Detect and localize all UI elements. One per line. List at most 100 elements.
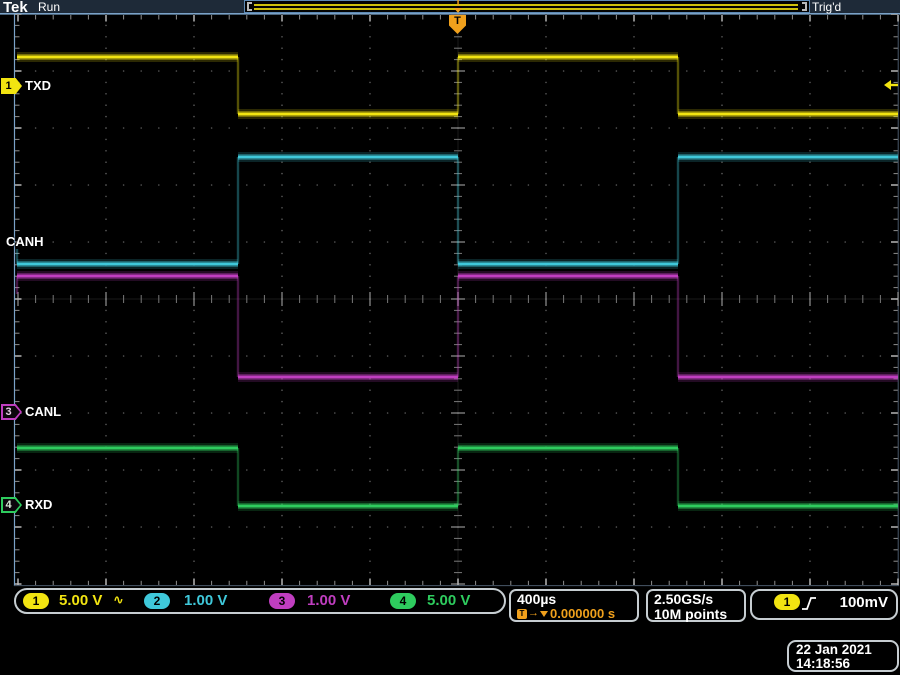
grid-dot [140, 184, 142, 186]
grid-dot [562, 526, 565, 528]
grid-dot [386, 127, 389, 129]
grid-dot [809, 514, 811, 517]
grid-dot [316, 241, 319, 243]
grid-dot [756, 412, 758, 414]
grid-dot [721, 309, 723, 312]
grid-dot [105, 229, 107, 232]
ch2-badge[interactable]: 2 [144, 593, 170, 609]
grid-dot [791, 184, 794, 186]
grid-dot [193, 195, 195, 198]
grid-dot [545, 195, 547, 198]
grid-dot [369, 47, 371, 49]
grid-dot [826, 355, 829, 357]
grid-dot [721, 264, 723, 266]
acquisition-overview-bar[interactable]: T [244, 0, 810, 13]
grid-dot [439, 70, 442, 72]
grid-dot [545, 286, 547, 289]
trigger-source-badge[interactable]: 1 [774, 594, 800, 610]
ch1-badge[interactable]: 1 [23, 593, 49, 609]
grid-dot [210, 469, 213, 471]
grid-dot [580, 469, 582, 471]
grid-dot [122, 184, 125, 186]
grid-dot [105, 70, 107, 72]
grid-dot [650, 241, 653, 243]
trigger-readout-box[interactable]: 1 100mV [750, 589, 898, 620]
grid-dot [545, 560, 547, 562]
grid-dot [527, 412, 530, 414]
grid-dot [193, 172, 195, 175]
grid-dot [193, 138, 195, 141]
horizontal-readout-box[interactable]: 400µs T → 0.000000 s [509, 589, 639, 622]
grid-dot [545, 389, 547, 392]
grid-dot [105, 104, 107, 106]
grid-dot [809, 150, 811, 152]
grid-dot [527, 469, 530, 471]
grid-dot [105, 457, 107, 460]
grid-dot [246, 355, 248, 357]
grid-dot [809, 138, 811, 141]
grid-dot [34, 469, 37, 471]
grid-dot [281, 412, 283, 414]
grid-dot [351, 469, 354, 471]
grid-dot [105, 389, 107, 392]
ch3-scale: 1.00 V [307, 592, 351, 609]
grid-dot [228, 355, 230, 357]
grid-dot [158, 526, 160, 528]
grid-dot [316, 184, 319, 186]
grid-dot [105, 115, 107, 118]
grid-dot [193, 161, 195, 163]
grid-dot [545, 309, 547, 312]
grid-dot [281, 218, 283, 220]
grid-dot [281, 58, 283, 61]
grid-dot [545, 70, 547, 72]
grid-dot [580, 127, 582, 129]
grid-dot [369, 81, 371, 84]
grid-dot [105, 366, 107, 369]
grid-dot [809, 81, 811, 84]
grid-dot [351, 184, 354, 186]
grid-dot [791, 355, 794, 357]
grid-dot [281, 207, 283, 209]
ch3-badge[interactable]: 3 [269, 593, 295, 609]
grid-dot [193, 457, 195, 460]
grid-dot [721, 252, 723, 255]
grid-dot [809, 286, 811, 289]
grid-dot [633, 332, 635, 335]
grid-dot [105, 571, 107, 574]
ch3-position-marker[interactable]: 3 [1, 404, 22, 420]
grid-dot [158, 127, 160, 129]
grid-dot [87, 469, 90, 471]
record-trigger-position-icon[interactable]: T [452, 0, 464, 13]
grid-dot [809, 560, 811, 562]
grid-dot [826, 127, 829, 129]
trace-ch1 [17, 52, 898, 119]
grid-dot [633, 514, 635, 517]
grid-dot [281, 571, 283, 574]
grid-dot [281, 184, 283, 186]
trigger-level-arrow-icon[interactable] [884, 80, 891, 90]
grid-dot [545, 514, 547, 517]
grid-dot [263, 412, 266, 414]
grid-dot [404, 526, 407, 528]
trace-ch3 [15, 271, 898, 382]
channel-readout-bar[interactable]: 1 5.00 V ∿ 2 1.00 V 3 1.00 V 4 5.00 V [14, 588, 506, 614]
ch1-position-marker[interactable]: 1 [1, 78, 22, 94]
triangle-down-icon [540, 610, 548, 617]
grid-dot [193, 480, 195, 483]
grid-dot [369, 138, 371, 141]
grid-dot [721, 218, 723, 220]
ch4-position-marker[interactable]: 4 [1, 497, 22, 513]
grid-dot [809, 184, 811, 186]
grid-dot [351, 355, 354, 357]
grid-dot [615, 70, 618, 72]
trigger-position-flag-icon[interactable]: T [449, 15, 466, 34]
grid-dot [105, 241, 107, 243]
ch4-badge[interactable]: 4 [390, 593, 416, 609]
grid-dot [703, 355, 706, 357]
grid-dot [52, 412, 54, 414]
grid-dot [703, 70, 706, 72]
grid-dot [809, 480, 811, 483]
grid-dot [34, 241, 37, 243]
acquisition-readout-box[interactable]: 2.50GS/s 10M points [646, 589, 746, 622]
grid-dot [263, 241, 266, 243]
